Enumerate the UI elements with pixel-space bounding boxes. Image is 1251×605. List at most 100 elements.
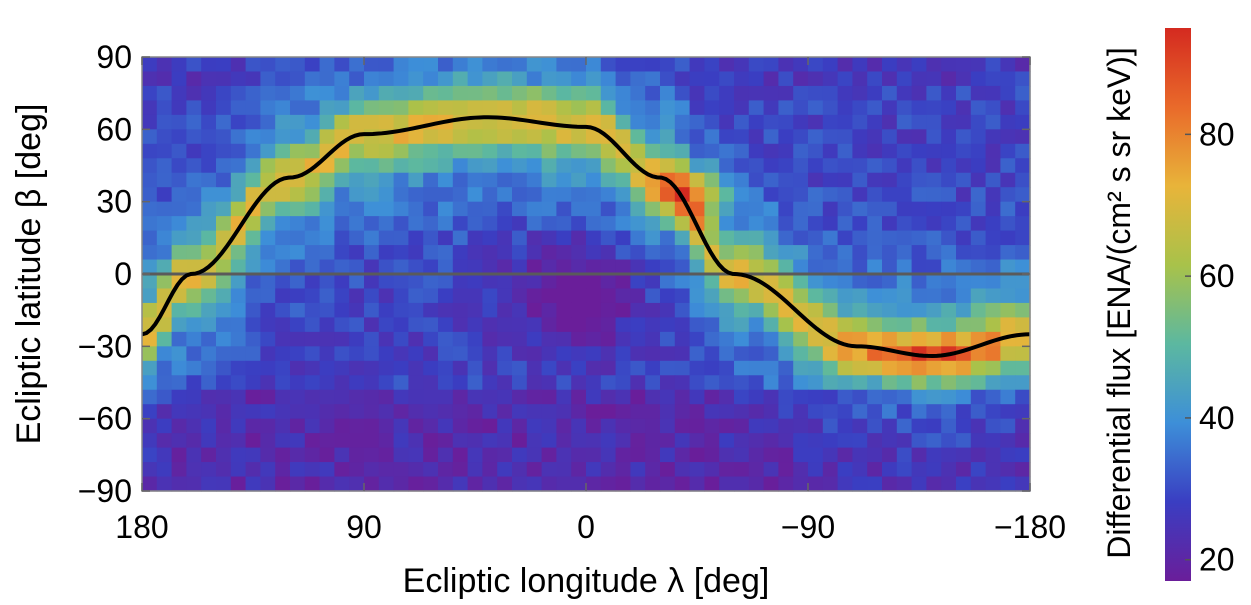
heatmap-cell: [349, 274, 365, 290]
heatmap-cell: [970, 404, 987, 420]
heatmap-cell: [837, 158, 853, 174]
heatmap-cell: [408, 187, 424, 203]
heatmap-cell: [837, 100, 853, 116]
heatmap-cell: [438, 259, 454, 275]
heatmap-cell: [571, 259, 587, 275]
heatmap-cell: [275, 418, 291, 434]
heatmap-cell: [319, 404, 335, 420]
colorbar-label: Differential flux [ENA/(cm² s sr keV)]: [1101, 47, 1137, 559]
heatmap-cell: [349, 143, 365, 159]
heatmap-cell: [822, 245, 839, 261]
heatmap-cell: [156, 245, 173, 261]
heatmap-cell: [171, 230, 187, 246]
heatmap-cell: [171, 433, 187, 449]
heatmap-cell: [645, 245, 661, 261]
heatmap-cell: [260, 476, 276, 492]
heatmap-cell: [808, 259, 824, 275]
heatmap-cell: [748, 375, 765, 391]
heatmap-cell: [882, 172, 898, 188]
heatmap-cell: [926, 447, 942, 463]
heatmap-cell: [512, 433, 528, 449]
heatmap-cell: [556, 158, 572, 174]
heatmap-cell: [896, 100, 913, 116]
heatmap-cell: [482, 274, 498, 290]
heatmap-cell: [615, 230, 631, 246]
heatmap-cell: [541, 216, 557, 232]
heatmap-cell: [615, 447, 631, 463]
heatmap-cell: [526, 274, 543, 290]
heatmap-cell: [186, 129, 202, 145]
heatmap-cell: [941, 317, 957, 333]
heatmap-cell: [1015, 346, 1031, 362]
heatmap-cell: [571, 187, 587, 203]
heatmap-cell: [793, 85, 809, 101]
heatmap-cell: [452, 302, 469, 318]
heatmap-cell: [171, 71, 187, 87]
heatmap-cell: [852, 187, 868, 203]
heatmap-cell: [275, 375, 291, 391]
heatmap-cell: [748, 230, 765, 246]
heatmap-cell: [1000, 288, 1016, 304]
heatmap-cell: [497, 447, 513, 463]
heatmap-cell: [748, 187, 765, 203]
heatmap-cell: [512, 288, 528, 304]
heatmap-cell: [793, 230, 809, 246]
heatmap-cell: [1015, 418, 1031, 434]
heatmap-cell: [704, 476, 720, 492]
heatmap-cell: [615, 302, 631, 318]
heatmap-cell: [660, 245, 676, 261]
heatmap-cell: [467, 389, 483, 405]
heatmap-cell: [778, 433, 794, 449]
heatmap-cell: [852, 158, 868, 174]
heatmap-cell: [378, 360, 395, 376]
heatmap-cell: [763, 230, 779, 246]
heatmap-cell: [837, 245, 853, 261]
heatmap-cell: [630, 114, 646, 130]
heatmap-cell: [970, 346, 987, 362]
heatmap-cell: [719, 288, 735, 304]
heatmap-cell: [852, 331, 868, 347]
heatmap-cell: [334, 331, 350, 347]
heatmap-cell: [822, 85, 839, 101]
heatmap-cell: [142, 462, 158, 478]
heatmap-cell: [142, 346, 158, 362]
heatmap-cell: [201, 216, 217, 232]
heatmap-cell: [719, 57, 735, 73]
heatmap-cell: [926, 129, 942, 145]
heatmap-cell: [260, 216, 276, 232]
heatmap-cell: [290, 216, 306, 232]
heatmap-cell: [497, 187, 513, 203]
heatmap-cell: [142, 158, 158, 174]
heatmap-cell: [867, 85, 883, 101]
heatmap-cell: [393, 404, 409, 420]
heatmap-cell: [882, 375, 898, 391]
heatmap-cell: [260, 143, 276, 159]
heatmap-cell: [201, 389, 217, 405]
heatmap-cell: [230, 433, 247, 449]
heatmap-cell: [970, 114, 987, 130]
heatmap-cell: [304, 274, 321, 290]
heatmap-cell: [482, 346, 498, 362]
heatmap-cell: [941, 462, 957, 478]
heatmap-cell: [704, 288, 720, 304]
heatmap-cell: [896, 259, 913, 275]
heatmap-cell: [452, 274, 469, 290]
heatmap-cell: [793, 389, 809, 405]
heatmap-cell: [970, 259, 987, 275]
heatmap-cell: [911, 433, 927, 449]
heatmap-cell: [719, 172, 735, 188]
heatmap-cell: [704, 114, 720, 130]
heatmap-cell: [467, 274, 483, 290]
heatmap-cell: [156, 476, 173, 492]
heatmap-cell: [319, 433, 335, 449]
heatmap-cell: [364, 447, 380, 463]
heatmap-cell: [719, 302, 735, 318]
heatmap-cell: [1015, 375, 1031, 391]
heatmap-cell: [985, 288, 1001, 304]
heatmap-cell: [793, 71, 809, 87]
x-tick-label: −180: [994, 509, 1066, 545]
heatmap-cell: [452, 433, 469, 449]
heatmap-cell: [482, 172, 498, 188]
heatmap-cell: [837, 57, 853, 73]
heatmap-cell: [645, 216, 661, 232]
